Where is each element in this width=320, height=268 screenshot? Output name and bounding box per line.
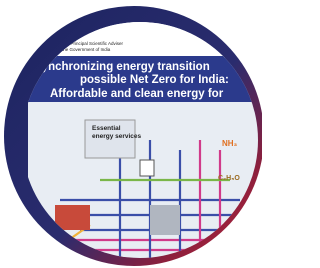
label-part: energy services xyxy=(92,133,142,140)
chem-label: NH₃ xyxy=(222,139,238,148)
chem-label: C₂H₅O xyxy=(218,175,240,182)
title-line: possible Net Zero for India: xyxy=(80,74,229,86)
label-part: Essential xyxy=(92,125,121,132)
fuel-icon xyxy=(140,160,154,176)
title-line: Synchronizing energy transition xyxy=(34,61,210,73)
factory-icon xyxy=(150,205,180,235)
header-line: the Government of India xyxy=(62,47,111,52)
cover-thumbnail: of the Principal Scientific Adviser the … xyxy=(0,0,262,268)
storage-icon xyxy=(55,205,90,230)
title-line: Affordable and clean energy for xyxy=(50,88,224,100)
